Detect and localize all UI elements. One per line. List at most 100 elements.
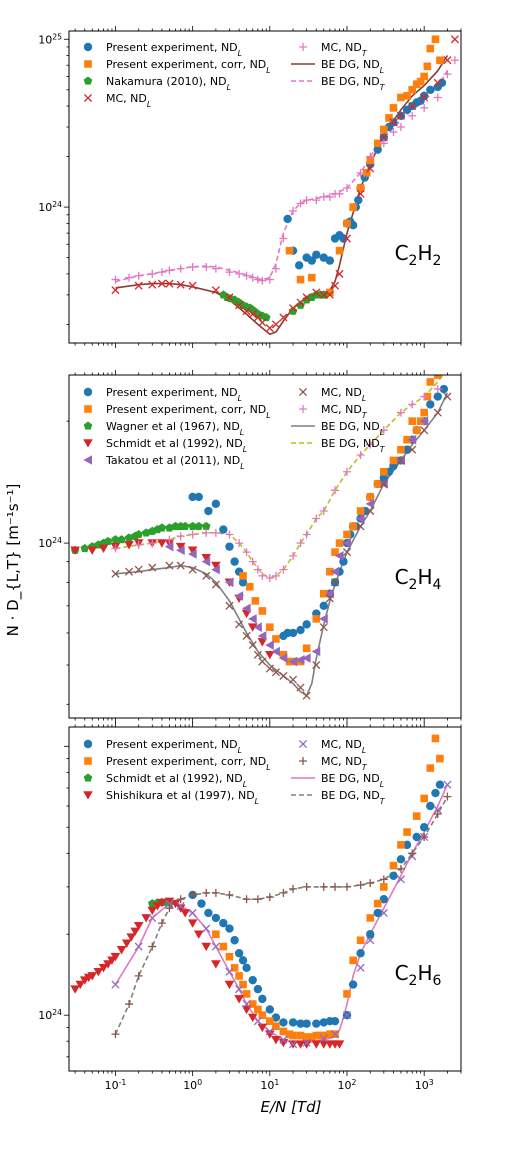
data-point [93, 967, 104, 977]
data-point [80, 543, 90, 553]
data-point [225, 268, 234, 277]
data-point [296, 539, 305, 548]
data-point [326, 1030, 334, 1038]
data-point [416, 77, 425, 86]
data-point [380, 125, 388, 134]
data-point [339, 557, 348, 566]
data-point [331, 882, 340, 891]
data-point [302, 644, 311, 653]
data-point [302, 691, 311, 700]
data-point [253, 895, 262, 904]
legend-label: Present experiment, NDL [106, 386, 242, 403]
legend-label: Nakamura (2010), NDL [106, 75, 231, 92]
data-point [396, 855, 406, 864]
legend-label: MC, NDT [321, 755, 368, 772]
data-point [420, 832, 429, 841]
data-point [176, 280, 185, 289]
data-point [126, 933, 137, 942]
data-point [403, 435, 411, 444]
legend-entry: Present experiment, corr, NDL [84, 755, 271, 772]
data-point [319, 614, 328, 624]
data-point [288, 656, 298, 667]
data-point [211, 942, 220, 951]
data-point [266, 1017, 274, 1025]
data-point [349, 522, 357, 531]
data-point [148, 280, 157, 289]
data-point [98, 544, 109, 554]
series-4 [111, 35, 459, 333]
legend-label: MC, NDL [321, 738, 366, 755]
data-point [366, 164, 375, 173]
data-point [258, 318, 267, 327]
data-point [187, 546, 198, 555]
data-point [420, 72, 428, 81]
panel-label: C2H2 [395, 241, 442, 269]
data-point [271, 668, 280, 677]
data-point [258, 607, 267, 615]
data-point [103, 960, 113, 969]
data-point [343, 219, 351, 228]
data-point [211, 580, 220, 589]
data-point [242, 990, 251, 998]
data-point [225, 530, 234, 539]
data-point [265, 664, 274, 673]
data-point [302, 293, 311, 302]
data-point [201, 556, 211, 567]
data-point [423, 62, 432, 71]
legend-entry: MC, NDL [83, 92, 151, 109]
data-point [164, 541, 174, 552]
data-point [366, 930, 375, 939]
data-point [433, 78, 442, 87]
data-point [272, 1022, 280, 1030]
legend-label: Present experiment, corr, NDL [106, 58, 271, 75]
data-point [234, 949, 244, 958]
data-point [396, 875, 406, 884]
data-point [289, 884, 298, 893]
legend-label: Schmidt et al (1992), NDL [106, 437, 247, 454]
legend-entry: MC, NDL [298, 386, 366, 403]
data-point [343, 530, 351, 539]
legend-entry: BE DG, NDL [291, 58, 384, 75]
legend-label: MC, NDL [106, 92, 151, 109]
data-point [211, 528, 220, 537]
legend-entry: BE DG, NDT [291, 789, 386, 806]
data-point [248, 975, 257, 985]
data-point [134, 281, 143, 290]
data-point [211, 561, 221, 571]
data-point [157, 523, 167, 532]
legend-label: Wagner et al (1967), NDL [106, 420, 244, 437]
data-point [289, 551, 298, 560]
data-point [426, 44, 435, 53]
data-point [288, 304, 298, 313]
data-point [188, 565, 197, 574]
legend-entry: Wagner et al (1967), NDL [83, 420, 244, 437]
data-point [245, 583, 254, 591]
data-point [242, 307, 251, 316]
data-point [266, 623, 274, 631]
data-point [253, 1017, 262, 1026]
data-point [211, 264, 220, 273]
data-point [396, 123, 405, 132]
data-point [356, 949, 365, 958]
data-point [379, 473, 389, 482]
data-point [157, 539, 167, 548]
data-point [288, 1018, 298, 1027]
data-point [330, 281, 340, 290]
data-point [325, 192, 334, 201]
data-point [319, 623, 328, 632]
series-6 [111, 792, 452, 1039]
series-1 [188, 780, 445, 1028]
data-point [117, 535, 126, 544]
data-point [70, 546, 80, 555]
data-point [202, 924, 211, 933]
data-point [265, 574, 274, 583]
data-point [124, 541, 134, 550]
legend-marker [299, 43, 307, 51]
legend-marker [299, 757, 307, 765]
data-point [342, 538, 351, 548]
data-point [258, 1011, 267, 1019]
data-point [420, 794, 428, 803]
data-point [116, 946, 127, 955]
